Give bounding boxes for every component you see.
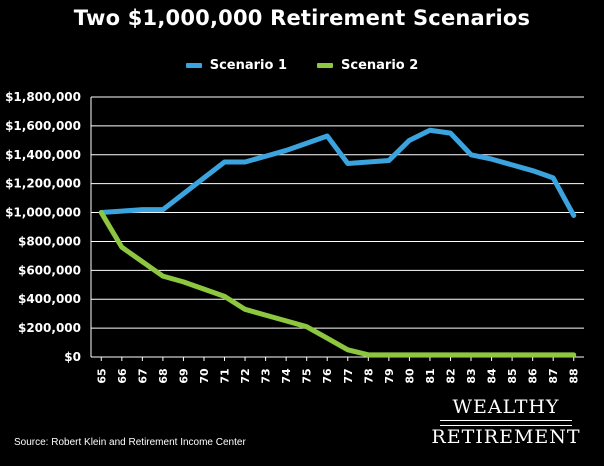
x-tick-label-21: 86 [527, 368, 540, 384]
legend-label-scenario-2: Scenario 2 [341, 58, 419, 73]
x-tick-label-6: 71 [219, 368, 232, 383]
x-tick-label-5: 70 [198, 368, 211, 384]
legend-swatch-scenario-2 [317, 63, 333, 68]
x-tick-label-7: 72 [239, 368, 252, 383]
legend-swatch-scenario-1 [185, 63, 202, 68]
y-tick-label-3: $600,000 [18, 263, 81, 277]
legend-item-scenario-1: Scenario 1 [185, 58, 287, 73]
y-tick-label-0: $0 [64, 350, 81, 364]
x-tick-label-19: 84 [486, 368, 499, 384]
x-tick-label-0: 65 [95, 368, 108, 383]
x-tick-label-10: 75 [301, 368, 314, 383]
y-tick-label-7: $1,400,000 [5, 148, 81, 162]
series-line-1 [98, 127, 577, 218]
legend-item-scenario-2: Scenario 2 [317, 58, 418, 73]
x-tick-label-20: 85 [506, 368, 519, 383]
x-tick-label-2: 67 [136, 368, 149, 383]
y-tick-label-6: $1,200,000 [5, 177, 81, 191]
x-tick-label-1: 66 [116, 368, 129, 384]
wealthy-retirement-logo: WEALTHY RETIREMENT [428, 398, 584, 447]
y-tick-label-2: $400,000 [18, 292, 81, 306]
x-tick-label-4: 69 [177, 368, 190, 383]
x-tick-label-18: 83 [465, 368, 478, 383]
y-tick-label-4: $800,000 [18, 234, 81, 248]
logo-line-1: WEALTHY [452, 396, 560, 418]
x-tick-label-8: 73 [260, 368, 273, 383]
chart-title: Two $1,000,000 Retirement Scenarios [73, 6, 531, 30]
y-tick-label-5: $1,000,000 [5, 206, 81, 220]
x-tick-label-17: 82 [444, 368, 457, 383]
x-tick-label-12: 77 [342, 368, 355, 383]
y-tick-label-9: $1,800,000 [5, 90, 81, 104]
x-tick-label-16: 81 [424, 368, 437, 383]
logo-rule [440, 420, 572, 426]
x-tick-label-14: 79 [383, 368, 396, 383]
series-line-2 [98, 210, 577, 358]
x-tick-label-13: 78 [362, 368, 375, 383]
x-tick-label-15: 80 [403, 368, 416, 384]
x-tick-label-23: 88 [568, 368, 581, 383]
logo-line-2: RETIREMENT [431, 426, 581, 448]
y-tick-label-1: $200,000 [18, 321, 81, 335]
source-note: Source: Robert Klein and Retirement Inco… [14, 437, 246, 448]
chart-legend: Scenario 1 Scenario 2 [0, 58, 604, 73]
y-tick-label-8: $1,600,000 [5, 119, 81, 133]
x-tick-label-9: 74 [280, 368, 293, 384]
x-tick-label-22: 87 [547, 368, 560, 383]
x-tick-label-3: 68 [157, 368, 170, 383]
legend-label-scenario-1: Scenario 1 [209, 58, 287, 73]
x-tick-label-11: 76 [321, 368, 334, 384]
